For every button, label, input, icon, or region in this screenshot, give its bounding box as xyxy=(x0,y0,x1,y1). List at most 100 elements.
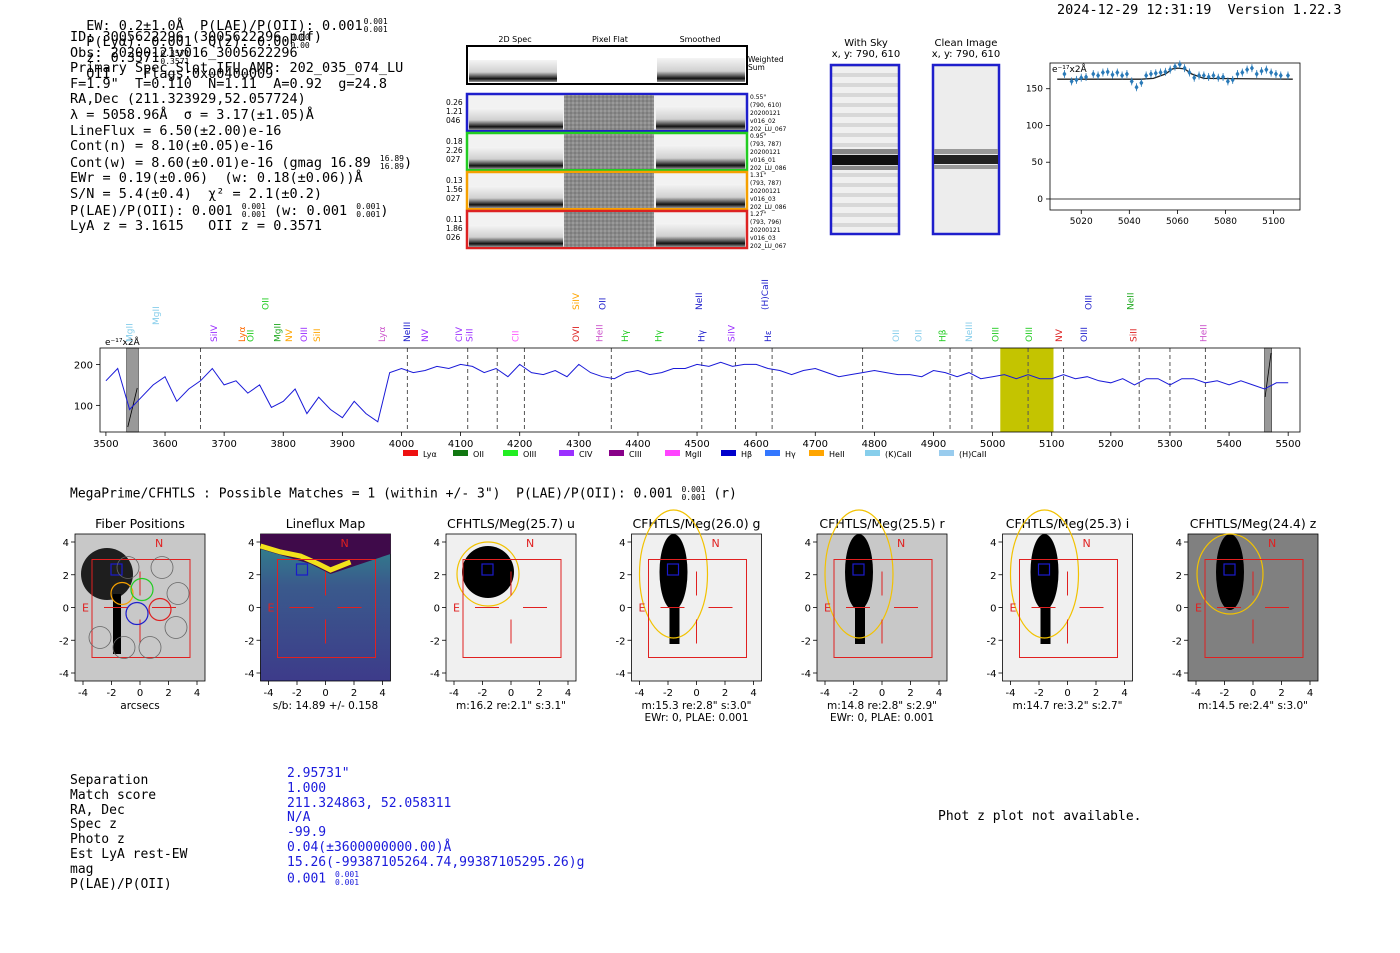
legend-swatch xyxy=(665,450,680,456)
north-label: N xyxy=(1083,537,1091,550)
emission-line-label: OII xyxy=(915,330,925,342)
x-tick-label: -4 xyxy=(264,688,274,699)
fiber-circle xyxy=(110,581,134,606)
masked-hatch xyxy=(127,387,138,428)
x-tick-label: -2 xyxy=(107,688,117,699)
x-tick-label: 2 xyxy=(1278,688,1284,699)
cutout-right-label: 20200121 xyxy=(750,110,781,117)
emission-line-label: OIII xyxy=(1080,327,1090,342)
match-value: 211.324863, 52.058311 xyxy=(287,795,452,811)
y-tick-label: 4 xyxy=(434,538,440,549)
clean-image-label: Clean Image x, y: 790, 610 xyxy=(931,38,1001,60)
emission-line-label: Hε xyxy=(764,330,774,342)
aperture-ellipse xyxy=(1009,509,1080,639)
cutout-right-label: 202_LU_086 xyxy=(750,165,787,172)
data-point xyxy=(1249,65,1254,72)
data-point xyxy=(1124,71,1129,78)
lya-z-line: LyA z = 3.1615 OII z = 0.3571 xyxy=(70,218,322,235)
emission-line-label: CII xyxy=(512,330,522,342)
data-point xyxy=(1240,69,1245,76)
x-tick-label: 4 xyxy=(1121,688,1127,699)
cutout-right-label: (793, 787) xyxy=(750,180,781,187)
data-point xyxy=(1182,65,1187,72)
panel-title: Lineflux Map xyxy=(286,516,366,531)
info-line: λ = 5058.96Å σ = 3.17(±1.05)Å xyxy=(70,106,314,123)
x-tick-label: 5100 xyxy=(1039,439,1064,450)
data-point xyxy=(1144,72,1149,79)
emission-line-label: NeII xyxy=(695,292,705,310)
y-tick-label: 2 xyxy=(248,571,254,582)
weighted-sum-row: Weighted Sum xyxy=(466,45,784,85)
data-point xyxy=(1148,71,1153,78)
target-marker xyxy=(295,563,309,576)
y-tick-label: 4 xyxy=(1176,538,1182,549)
small-chart-unit: e⁻¹⁷x2Å xyxy=(1052,63,1088,75)
target-marker xyxy=(1037,563,1051,576)
data-point xyxy=(1221,73,1226,80)
data-point xyxy=(1115,69,1120,76)
cutout-smoothed xyxy=(656,106,745,130)
y-tick-label: 0 xyxy=(805,604,811,615)
data-point xyxy=(1211,72,1216,79)
match-labels: Separation Match score RA, Dec Spec z Photo … xyxy=(70,773,187,892)
spectrum-frame xyxy=(99,347,1301,433)
emission-line-label: SiII xyxy=(465,328,475,342)
x-tick-label: 5300 xyxy=(1157,439,1182,450)
target-marker xyxy=(1223,563,1236,576)
data-point xyxy=(1273,71,1278,78)
fiber-circle xyxy=(138,636,162,659)
panel-title: CFHTLS/Meg(25.3) i xyxy=(1006,516,1130,531)
north-label: N xyxy=(526,537,534,550)
cutout-right-label: 202_LU_086 xyxy=(750,204,787,211)
emission-line-label: Hγ xyxy=(698,329,708,342)
cutout-right-label: (790, 610) xyxy=(750,102,781,109)
fiber-circle xyxy=(88,626,112,649)
image-panel: CFHTLS/Meg(25.3) iNE-4 -2 0 2 4420-2-4m:14.7… xyxy=(987,509,1133,712)
y-tick-label: -2 xyxy=(430,636,440,647)
panel-title: CFHTLS/Meg(25.7) u xyxy=(447,516,575,531)
east-label: E xyxy=(268,602,275,615)
y-tick-label: -4 xyxy=(430,669,440,680)
x-tick-label: 0 xyxy=(508,688,514,699)
x-tick-label: 2 xyxy=(907,688,913,699)
x-tick-label: 4000 xyxy=(389,439,414,450)
north-label: N xyxy=(341,537,349,550)
cutout-right-label: 0.95" xyxy=(750,133,766,140)
data-point xyxy=(1084,73,1089,80)
x-tick-label: 3800 xyxy=(271,439,296,450)
emission-line-label: NV xyxy=(421,328,431,342)
aperture-ellipse xyxy=(824,509,894,639)
info-line: S/N = 5.4(±0.4) χ² = 2.1(±0.2) xyxy=(70,185,322,202)
emission-line-label: MgII xyxy=(273,323,283,342)
fiber-cutouts: 2D Spec Pixel Flat Smoothed Weighted Sum … xyxy=(446,35,787,250)
y-tick-label: -2 xyxy=(801,636,811,647)
match-label: Spec z xyxy=(70,817,117,833)
match-value: -99.9 xyxy=(287,825,327,841)
legend-swatch xyxy=(765,450,780,456)
data-point xyxy=(1254,71,1259,78)
cutout-left-label: 0.13 xyxy=(446,176,463,185)
x-tick-label: 2 xyxy=(722,688,728,699)
data-point xyxy=(1259,68,1264,75)
y-tick-label: -2 xyxy=(616,636,626,647)
y-tick-label: -4 xyxy=(987,669,997,680)
cutout-right-label: 20200121 xyxy=(750,149,781,156)
photz-message: Phot z plot not available. xyxy=(938,809,1142,824)
plya-summary: P(Lyα): 0.001 Q(z): 0.00 xyxy=(86,34,290,50)
match-value: 2.95731" xyxy=(287,766,350,781)
data-point xyxy=(1269,69,1274,76)
y-tick-label: 2 xyxy=(1176,571,1182,582)
full-spectrum-chart: e⁻¹⁷x2Å 3500 3600 3700 3800 3900 4000 4100 4200 4… xyxy=(74,279,1301,459)
y-tick-label: 0 xyxy=(434,604,440,615)
y-tick-label: 2 xyxy=(63,571,69,582)
panel-caption: m:14.7 re:3.2" s:2.7" xyxy=(1013,700,1123,712)
x-tick-label: 0 xyxy=(879,688,885,699)
cutout-right-label: 1.27" xyxy=(750,211,766,218)
line-window-highlight xyxy=(1000,348,1054,432)
data-point xyxy=(1129,78,1134,85)
header-summary: EW: 0.2±1.0Å P(LAE)/P(OII): 0.0010.001 0.… xyxy=(70,2,387,83)
data-point xyxy=(1134,84,1139,91)
data-point xyxy=(1158,69,1163,76)
